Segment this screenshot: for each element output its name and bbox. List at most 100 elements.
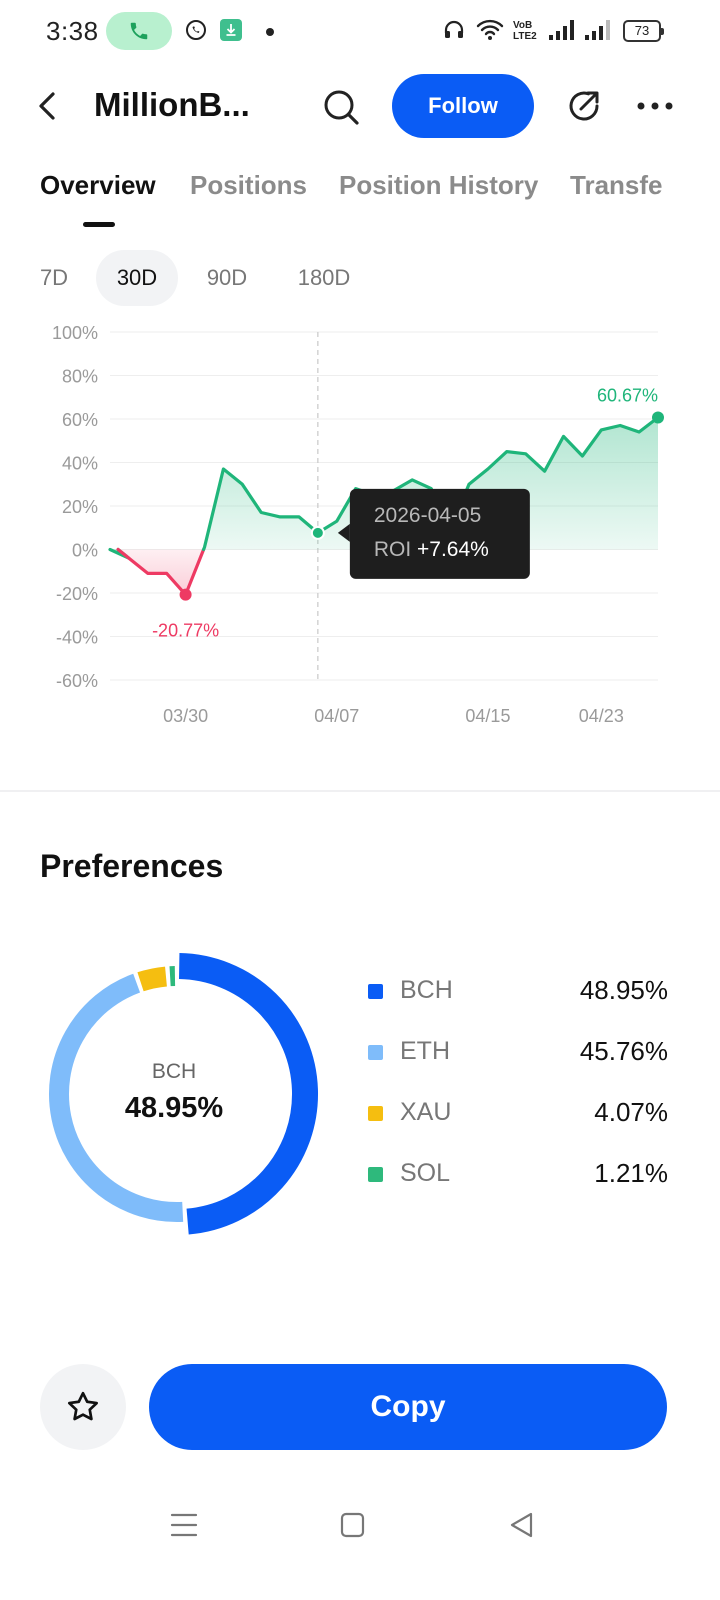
favorite-button[interactable] [40,1364,126,1450]
tooltip-roi-label: ROI [374,538,417,561]
y-tick-label: 20% [62,497,98,517]
min-point [179,588,192,601]
section-divider [0,790,720,792]
legend-swatch [368,984,383,999]
x-tick-label: 04/15 [465,706,510,726]
preferences-legend: BCH 48.95% ETH 45.76% XAU 4.07% SOL 1.21… [368,962,668,1206]
range-180d[interactable]: 180D [297,265,351,290]
legend-name: SOL [400,1159,451,1187]
legend-name: XAU [400,1098,452,1126]
tab-bar: Overview Positions Position History Tran… [0,160,720,230]
home-button[interactable] [332,1508,372,1542]
x-tick-label: 04/23 [579,706,624,726]
y-tick-label: -60% [56,671,98,691]
svg-text:LTE2: LTE2 [513,31,537,42]
battery-level: 73 [634,23,650,38]
download-icon [220,19,242,41]
donut-slice-bch [178,953,318,1235]
tab-positions[interactable]: Positions [190,170,308,200]
tab-position-history[interactable]: Position History [339,170,539,200]
y-tick-label: 40% [62,454,98,474]
tooltip-box [349,488,530,579]
max-label: 60.67% [597,386,658,406]
y-tick-label: -40% [56,628,98,648]
range-7d[interactable]: 7D [39,265,69,290]
follow-button[interactable]: Follow [392,74,534,138]
star-icon [68,1391,98,1421]
roi-chart-svg: 100% 80% 60% 40% 20% 0% -20% -40% -60% 03/30 04/07… [52,323,664,726]
status-bar: 3:38 VoB LTE2 73 [0,0,720,64]
legend-name: BCH [400,976,453,1004]
legend-value: 1.21% [594,1158,668,1188]
phone-icon [130,22,148,40]
donut-center-label: BCH [151,1060,197,1083]
signal-icon [549,20,574,40]
back-button[interactable] [30,88,66,124]
tooltip-pointer [337,523,350,542]
donut-slice-xau [137,966,168,992]
legend-value: 48.95% [579,975,668,1005]
system-back-button[interactable] [502,1508,542,1542]
tooltip-roi-value: +7.64% [417,538,489,561]
copy-button[interactable]: Copy [149,1364,667,1450]
positive-area [203,417,658,550]
share-icon [569,91,599,121]
page-title: MillionB... [94,86,250,123]
share-button[interactable] [564,86,604,126]
square-home-icon [340,1512,365,1538]
donut-slice-eth [49,973,184,1222]
legend-swatch [368,1167,383,1182]
range-90d[interactable]: 90D [206,265,248,290]
roi-line-negative [116,547,206,597]
roi-line-positive [202,415,660,552]
wifi-icon [476,19,504,40]
legend-item[interactable]: ETH 45.76% [368,1023,668,1084]
legend-name: ETH [400,1037,450,1065]
status-time: 3:38 [46,16,99,46]
tab-transfers[interactable]: Transfe [570,170,663,200]
legend-item[interactable]: XAU 4.07% [368,1084,668,1145]
ongoing-call-chip[interactable] [106,12,172,50]
min-label: -20.77% [152,621,219,641]
legend-value: 4.07% [594,1097,668,1127]
preferences-donut-chart[interactable] [40,944,330,1244]
top-header: MillionB... Follow [0,70,720,142]
notification-dot [266,28,274,36]
search-button[interactable] [320,86,362,128]
signal-icon-2 [585,20,610,40]
range-30d[interactable]: 30D [96,250,178,306]
preferences-title: Preferences [40,848,224,884]
battery-icon: 73 [623,20,664,42]
tooltip-point [310,525,325,540]
menu-lines-icon [170,1513,198,1537]
legend-item[interactable]: SOL 1.21% [368,1145,668,1206]
y-tick-label: 80% [62,367,98,387]
recents-button[interactable] [164,1508,204,1542]
whatsapp-icon [186,20,206,40]
more-dots-icon [637,102,673,110]
donut-center-value: 48.95% [124,1092,224,1124]
y-tick-label: 0% [72,541,98,561]
back-arrow-icon [39,92,55,120]
x-tick-label: 04/07 [314,706,359,726]
tab-overview[interactable]: Overview [40,170,156,200]
triangle-back-icon [510,1512,533,1538]
search-icon [324,90,359,125]
tooltip-date: 2026-04-05 [374,504,481,527]
legend-swatch [368,1106,383,1121]
more-options-button[interactable] [636,96,676,116]
svg-text:VoB: VoB [513,20,532,31]
legend-item[interactable]: BCH 48.95% [368,962,668,1023]
y-tick-label: 100% [52,323,98,343]
time-range-selector: 7D 30D 90D 180D [0,250,720,308]
y-tick-label: -20% [56,584,98,604]
x-tick-label: 03/30 [163,706,208,726]
max-point [652,411,664,424]
tooltip-roi: ROI +7.64% [374,538,489,561]
system-navigation-bar [0,1490,720,1560]
roi-chart[interactable]: 100% 80% 60% 40% 20% 0% -20% -40% -60% 03/30 04/07… [0,310,720,740]
y-tick-label: 60% [62,410,98,430]
donut-svg [49,953,318,1235]
legend-swatch [368,1045,383,1060]
